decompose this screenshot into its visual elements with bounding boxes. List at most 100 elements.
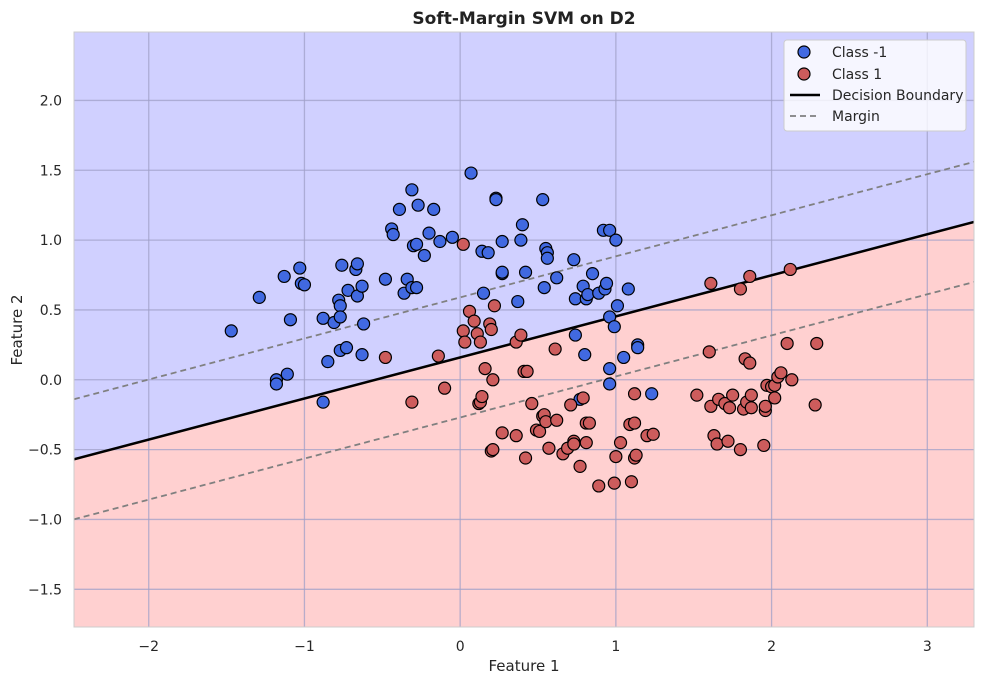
class-neg-point <box>422 226 436 240</box>
class-neg-point <box>386 227 400 242</box>
x-tick-label: −1 <box>294 639 315 655</box>
class-neg-point <box>631 341 645 355</box>
class-neg-point <box>599 276 614 291</box>
class-pos-point <box>629 448 643 462</box>
class-neg-point <box>339 341 354 355</box>
class-pos-point <box>810 336 824 351</box>
y-tick-label: 0.5 <box>40 303 62 319</box>
legend-margin-label: Margin <box>832 109 880 125</box>
class-pos-point <box>579 436 593 450</box>
class-pos-point <box>473 335 488 349</box>
class-pos-point <box>624 475 639 489</box>
class-pos-point <box>582 416 596 430</box>
y-tick-label: 1.0 <box>40 233 62 249</box>
class-neg-point <box>603 223 617 237</box>
class-neg-point <box>392 202 407 216</box>
class-pos-point <box>592 479 606 493</box>
class-neg-point <box>464 166 478 180</box>
legend-class-neg-marker <box>797 45 811 59</box>
class-pos-point <box>486 373 500 387</box>
class-pos-point <box>456 324 470 338</box>
class-pos-point <box>478 362 492 376</box>
class-neg-point <box>335 258 349 272</box>
class-neg-point <box>283 313 298 327</box>
class-neg-point <box>277 269 291 284</box>
class-pos-point <box>550 413 564 427</box>
x-axis-label: Feature 1 <box>489 657 560 675</box>
margin-lower-line <box>74 281 974 521</box>
class-pos-region <box>74 221 974 627</box>
legend: Class -1 Class 1 Decision Boundary Margi… <box>783 39 967 132</box>
class-neg-point <box>511 294 525 309</box>
class-pos-point <box>722 401 737 415</box>
class-neg-point <box>433 234 447 249</box>
class-neg-point <box>621 282 635 296</box>
class-pos-point <box>721 434 735 448</box>
class-neg-point <box>333 310 347 324</box>
chart-title: Soft-Margin SVM on D2 <box>412 9 635 29</box>
y-tick-label: −1.0 <box>28 512 62 528</box>
class-neg-point <box>540 251 554 265</box>
class-pos-point <box>458 335 472 349</box>
class-pos-point <box>726 388 740 402</box>
class-pos-point <box>702 345 716 359</box>
class-neg-point <box>316 311 330 325</box>
class-neg-point <box>578 348 592 362</box>
class-neg-point <box>603 377 617 391</box>
class-pos-point <box>576 391 590 405</box>
class-pos-point <box>484 322 498 337</box>
class-pos-point <box>456 237 470 251</box>
x-tick-label: 3 <box>923 639 932 655</box>
class-neg-point <box>427 202 441 216</box>
y-tick-label: 0.0 <box>40 373 62 389</box>
class-neg-point <box>280 367 294 381</box>
class-neg-point <box>518 265 533 279</box>
plot-frame <box>73 31 975 628</box>
class-pos-point <box>609 450 623 464</box>
class-pos-point <box>487 299 502 313</box>
class-pos-point <box>378 350 393 365</box>
class-pos-point <box>774 366 788 380</box>
class-neg-point <box>536 193 550 207</box>
class-neg-point <box>537 280 551 295</box>
class-pos-point <box>733 443 748 457</box>
class-neg-point <box>567 253 581 267</box>
data-points <box>224 166 824 493</box>
class-neg-point <box>378 272 393 286</box>
class-pos-point <box>743 269 757 284</box>
class-neg-point <box>489 193 503 207</box>
x-tick-label: 2 <box>767 639 776 655</box>
class-pos-point <box>467 314 481 328</box>
margin-upper-line <box>74 160 974 401</box>
class-neg-point <box>645 387 659 401</box>
class-neg-point <box>581 287 595 302</box>
class-neg-point <box>350 257 364 271</box>
plot-area <box>74 32 974 627</box>
class-neg-point <box>445 230 459 244</box>
class-neg-point <box>316 395 330 409</box>
class-pos-point <box>437 381 452 395</box>
y-tick-label: −1.5 <box>28 582 62 598</box>
class-pos-point <box>780 336 794 351</box>
class-neg-point <box>568 328 582 342</box>
class-neg-point <box>476 286 491 300</box>
x-tick-label: −2 <box>138 639 159 655</box>
x-tick-label: 0 <box>456 639 465 655</box>
y-tick-labels: −1.5 −1.0 −0.5 0.0 0.5 1.0 1.5 2.0 <box>28 93 62 598</box>
class-neg-point <box>297 278 312 292</box>
class-pos-point <box>744 388 758 402</box>
class-neg-point <box>269 377 284 391</box>
class-pos-point <box>475 389 489 404</box>
class-pos-point <box>564 398 578 412</box>
class-pos-point <box>704 276 718 291</box>
class-pos-point <box>757 438 771 453</box>
class-neg-point <box>481 246 495 260</box>
class-neg-point <box>617 350 631 365</box>
class-pos-point <box>743 356 757 370</box>
y-tick-label: −0.5 <box>28 443 62 459</box>
class-pos-point <box>613 436 628 450</box>
class-neg-point <box>411 198 425 212</box>
class-pos-point <box>627 416 642 430</box>
class-neg-point <box>495 265 509 279</box>
class-pos-point <box>495 426 509 440</box>
